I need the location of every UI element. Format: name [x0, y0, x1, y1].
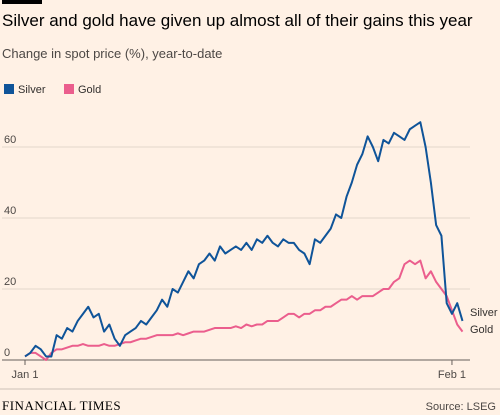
legend-swatch — [64, 84, 74, 94]
legend-label: Gold — [78, 84, 101, 96]
y-tick-label: 60 — [4, 134, 16, 146]
series-line — [24, 121, 464, 358]
end-label: Gold — [470, 324, 493, 336]
y-tick-label: 40 — [4, 205, 16, 217]
x-tick-label: Feb 1 — [438, 369, 466, 381]
end-label: Silver — [470, 307, 498, 319]
legend-label: Silver — [18, 84, 46, 96]
brand: FINANCIAL TIMES — [2, 398, 121, 413]
top-bar — [2, 0, 42, 4]
source: Source: LSEG — [426, 401, 496, 413]
y-tick-label: 0 — [4, 347, 10, 359]
chart-title: Silver and gold have given up almost all… — [2, 11, 473, 30]
x-tick-label: Jan 1 — [12, 369, 39, 381]
series-line — [24, 259, 464, 361]
y-tick-label: 20 — [4, 276, 16, 288]
chart-subtitle: Change in spot price (%), year-to-date — [2, 46, 222, 61]
legend-swatch — [4, 84, 14, 94]
